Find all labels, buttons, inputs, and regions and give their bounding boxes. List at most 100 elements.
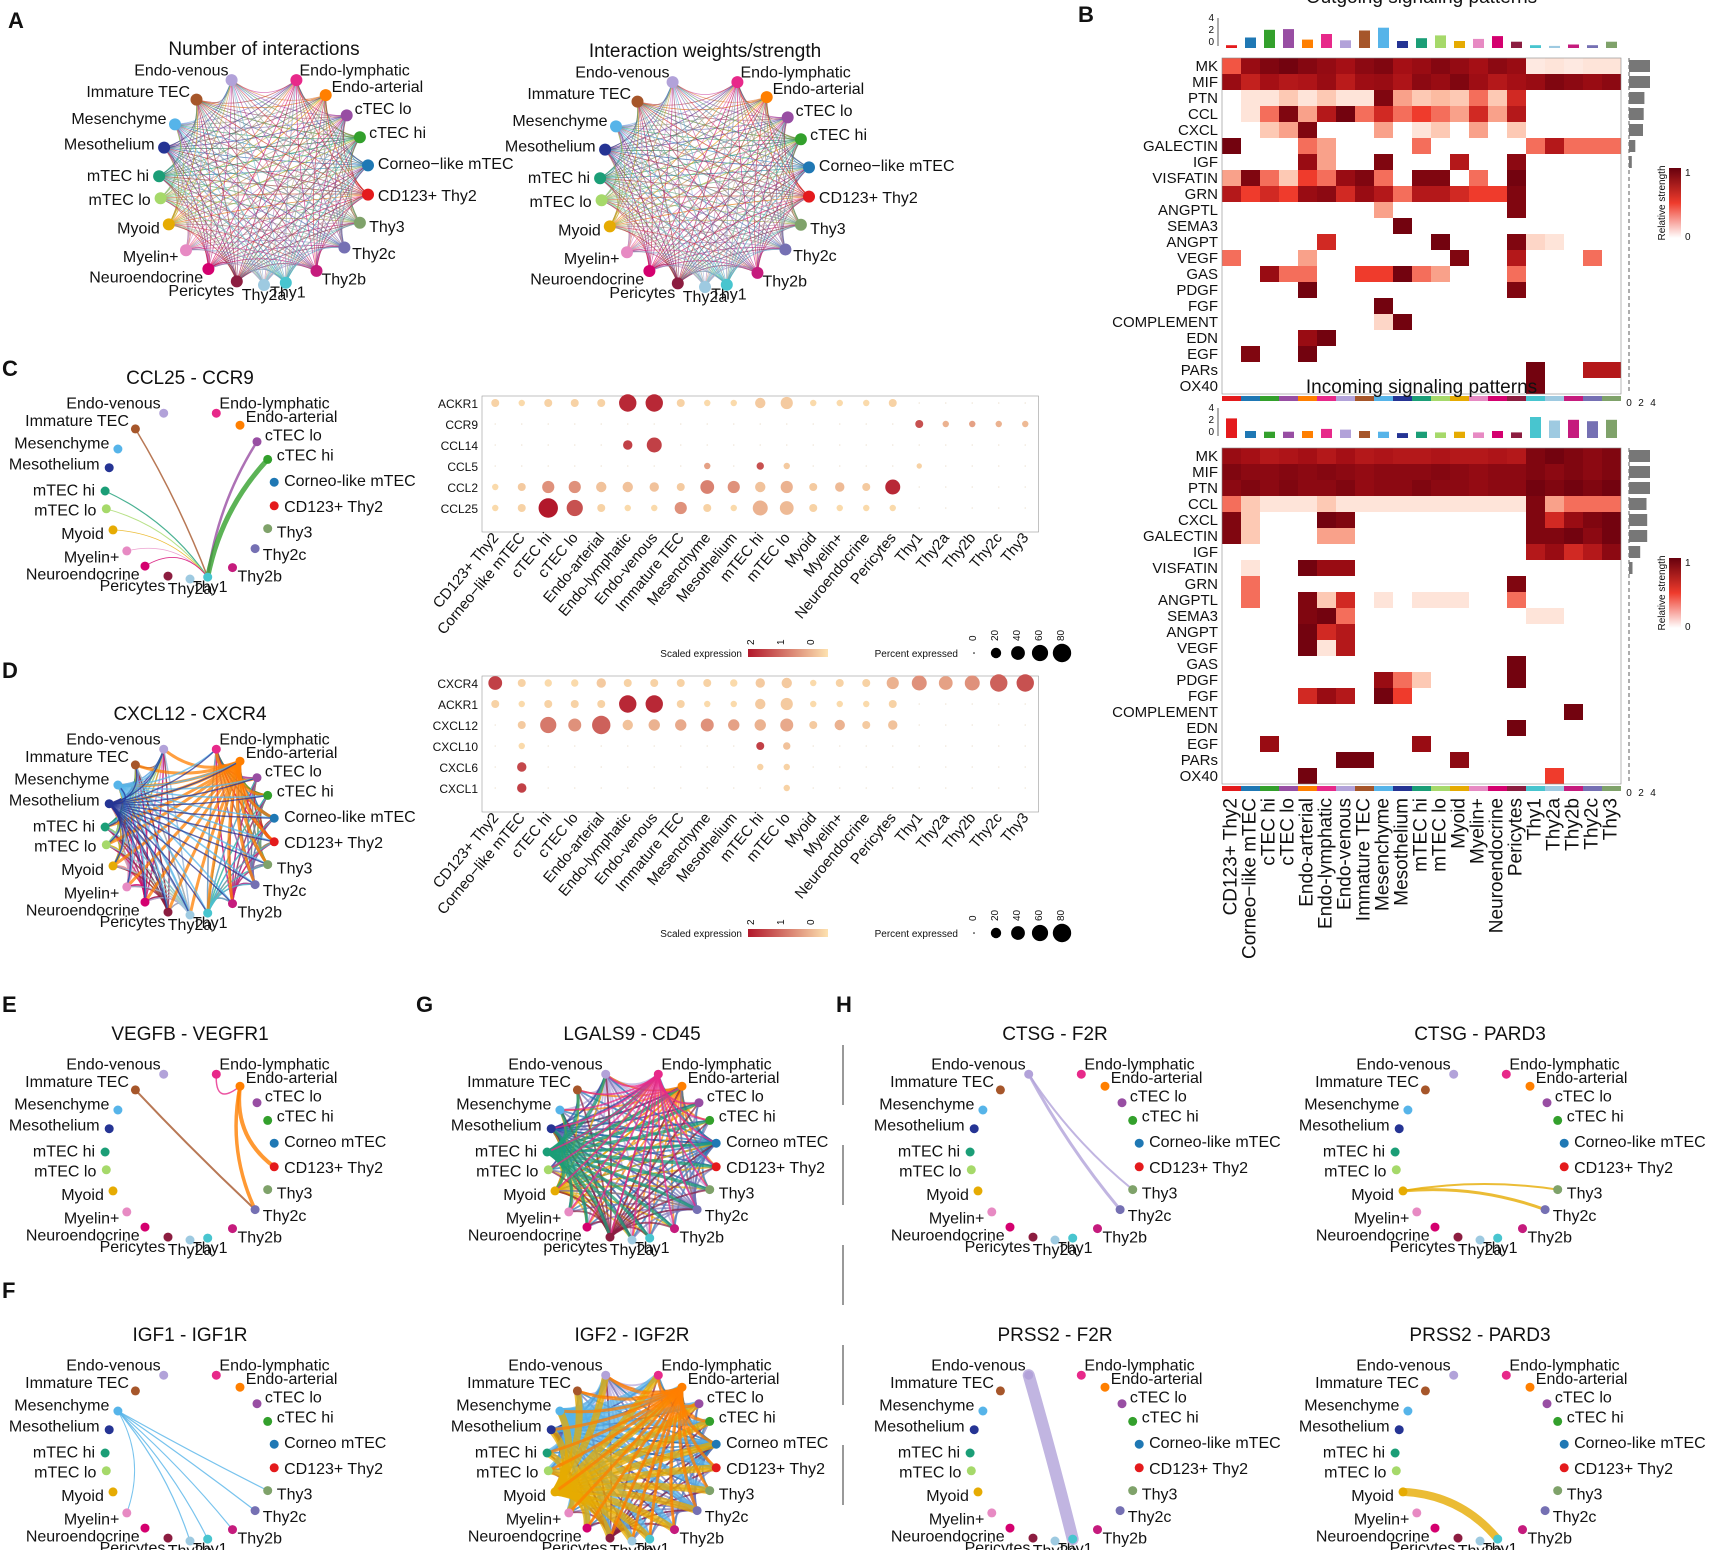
row-label-ox40: OX40 — [1180, 378, 1218, 395]
dot-ccl5-mesothelium — [732, 465, 735, 467]
edge-mesothelium-to-thy2b — [163, 147, 317, 272]
edge-pericytes-to-thy3 — [677, 224, 801, 284]
edge-corneo-like-mtec-to-mtec-lo — [160, 165, 369, 199]
edge-thy2c-to-cd123-thy2 — [341, 194, 369, 248]
edge-mesenchyme-to-thy2a — [117, 1410, 191, 1542]
dot-ccl25-mesothelium — [730, 504, 737, 512]
node-label-myelin: Myelin+ — [1354, 1512, 1410, 1529]
edge-myoid-to-mesothelium — [604, 149, 621, 227]
cell-galectin-thy2b — [1564, 138, 1583, 154]
cell-igf-endo-venous — [1336, 154, 1355, 170]
cell-mk-endo-venous — [1336, 58, 1355, 74]
cell-igf-thy2b — [1564, 154, 1583, 170]
cell-pars-cd123-thy2 — [1222, 752, 1241, 768]
edge-thy2a-to-immature-tec — [637, 101, 706, 288]
edge-thy1-to-cd123-thy2 — [285, 194, 369, 283]
hub-edge-mtec-hi-to-corneo-mtec — [547, 1141, 717, 1154]
cell-mif-endo-venous — [1336, 464, 1355, 480]
dot-cxcl1-cd123-thy2 — [494, 787, 497, 789]
cell-galectin-mesothelium — [1393, 528, 1412, 544]
edge-mesothelium-to-endo-venous — [604, 81, 673, 150]
cell-igf-thy2c — [1583, 154, 1602, 170]
cell-pars-thy3 — [1602, 362, 1621, 378]
edge-pericytes-to-ctec-hi — [677, 139, 802, 284]
edge-thy2a-to-endo-venous — [672, 82, 706, 288]
cell-ox40-mesothelium — [1393, 768, 1412, 784]
node-ctec-hi — [1553, 1416, 1563, 1426]
edge-mesothelium-to-immature-tec — [604, 101, 639, 150]
node-endo-arterial — [677, 1382, 687, 1392]
cell-edn-mtec-lo — [1431, 720, 1450, 736]
cell-angpt-pericytes — [1507, 234, 1526, 250]
edge-endo-arterial-to-thy1 — [285, 94, 327, 283]
cell-gas-immature-tec — [1355, 266, 1374, 282]
edge-myelin-to-mtec-hi — [158, 175, 189, 251]
edge-corneo-like-mtec-to-mesenchyme — [615, 126, 810, 168]
cell-sema3-endo-venous — [1336, 218, 1355, 234]
edge-immature-tec-to-endo-arterial — [637, 96, 767, 111]
node-label-mtec-hi: mTEC hi — [87, 168, 149, 185]
hub-edge-mtec-hi-to-thy2a — [546, 1150, 634, 1241]
cell-complement-endo-arterial — [1298, 314, 1317, 330]
node-thy1 — [1068, 1534, 1078, 1544]
edge-corneo-like-mtec-to-thy3 — [791, 167, 810, 225]
cell-ptn-thy2c — [1583, 480, 1602, 496]
edge-immature-tec-to-corneo-like-mtec — [196, 99, 369, 166]
edge-mesenchyme-to-thy2b — [615, 126, 758, 274]
dot-cxcl1-pericytes — [891, 787, 894, 789]
dot-cxcr4-ctec-lo — [571, 679, 579, 687]
cell-complement-ctec-lo — [1279, 704, 1298, 720]
cell-fgf-corneo-like-mtec — [1241, 688, 1260, 704]
edge-mesenchyme-to-neuroendocrine — [174, 124, 209, 270]
cell-fgf-endo-venous — [1336, 298, 1355, 314]
edge-endo-venous-to-thy1 — [1022, 1369, 1079, 1546]
dot-cxcr4-endo-venous — [650, 679, 659, 687]
node-label-mesothelium: Mesothelium — [874, 1419, 965, 1436]
cell-pdgf-corneo-like-mtec — [1241, 282, 1260, 298]
row-label-mif: MIF — [1192, 74, 1218, 91]
edge-corneo-like-mtec-to-thy1 — [285, 165, 369, 283]
node-immature-tec — [631, 95, 644, 108]
edge-mesothelium-to-myelin — [604, 149, 631, 253]
edge-thy3-to-ctec-lo — [781, 117, 802, 225]
node-cd123-thy2 — [269, 501, 279, 511]
dot-ackr1-thy2b — [971, 703, 974, 705]
node-thy2b — [1518, 1525, 1527, 1535]
cell-angptl-ctec-hi — [1260, 592, 1279, 608]
cell-vegf-myelin — [1469, 250, 1488, 266]
cell-sema3-endo-arterial — [1298, 608, 1317, 624]
top-bar-mtec-lo — [1435, 35, 1446, 48]
edge-endo-venous-to-pericytes — [672, 82, 680, 284]
cell-igf-thy1 — [1526, 544, 1545, 560]
node-label-endo-lymphatic: Endo-lymphatic — [661, 1057, 771, 1074]
cell-egf-thy2c — [1583, 346, 1602, 362]
edge-thy2c-to-ctec-lo — [775, 117, 789, 250]
cell-mk-thy3 — [1602, 448, 1621, 464]
node-label-endo-venous: Endo-venous — [575, 65, 669, 82]
edge-endo-venous-to-mesothelium — [604, 81, 673, 150]
edge-ctec-lo-to-corneo-like-mtec — [342, 115, 369, 166]
top-bar-corneo-like-mtec — [1245, 37, 1256, 48]
edge-myoid-to-thy2b — [609, 226, 758, 274]
edge-endo-arterial-to-mesenchyme — [174, 94, 326, 126]
cell-cxcl-endo-lymphatic — [1317, 512, 1336, 528]
column-color-endo-arterial — [1298, 786, 1317, 791]
node-pericytes — [230, 275, 243, 288]
edge-mtec-lo-to-ctec-hi — [601, 138, 802, 201]
hub-edge-endo-arterial-to-mtec-lo — [547, 1386, 683, 1473]
cell-galectin-mesothelium — [1393, 138, 1412, 154]
cell-egf-thy2c — [1583, 736, 1602, 752]
cell-edn-thy2b — [1564, 330, 1583, 346]
node-label-endo-lymphatic: Endo-lymphatic — [219, 1358, 329, 1375]
cell-ccl-endo-venous — [1336, 106, 1355, 122]
edge-endo-arterial-to-thy3 — [766, 97, 802, 225]
edge-thy3-to-mtec-hi — [600, 177, 802, 226]
node-thy3 — [705, 1185, 715, 1195]
node-thy2c — [692, 1506, 702, 1516]
cell-cxcl-mesenchyme — [1374, 122, 1393, 138]
top-bar-tick: 4 — [1208, 403, 1214, 414]
cell-vegf-thy1 — [1526, 640, 1545, 656]
node-label-mesenchyme: Mesenchyme — [14, 1398, 109, 1415]
cell-ox40-thy2a — [1545, 378, 1564, 394]
cell-grn-neuroendocrine — [1488, 576, 1507, 592]
